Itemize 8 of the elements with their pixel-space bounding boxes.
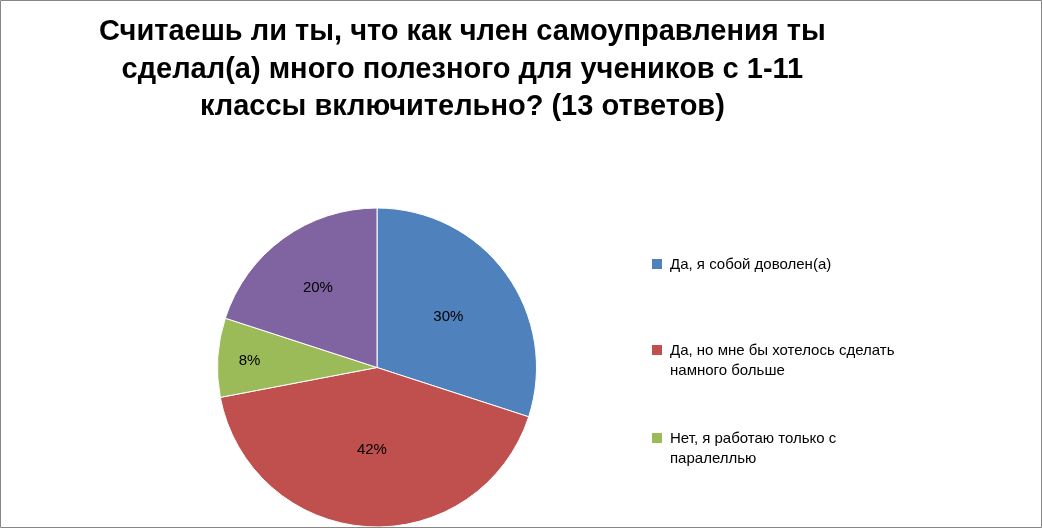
data-label: 42% [356, 439, 387, 457]
data-label: 20% [302, 277, 333, 295]
chart-title: Считаешь ли ты, что как член самоуправления ты сделал(а) много полезного для учеников с 1-11 классы включительно? (13 ответов) [99, 14, 826, 122]
legend-label: Да, я собой доволен(а) [670, 255, 832, 272]
data-label: 8% [238, 350, 261, 368]
legend-label: Нет, я работаю только с паралеллью [670, 429, 837, 466]
legend-label: Да, но мне бы хотелось сделать намного больше [670, 341, 895, 378]
data-label: 30% [433, 307, 464, 325]
